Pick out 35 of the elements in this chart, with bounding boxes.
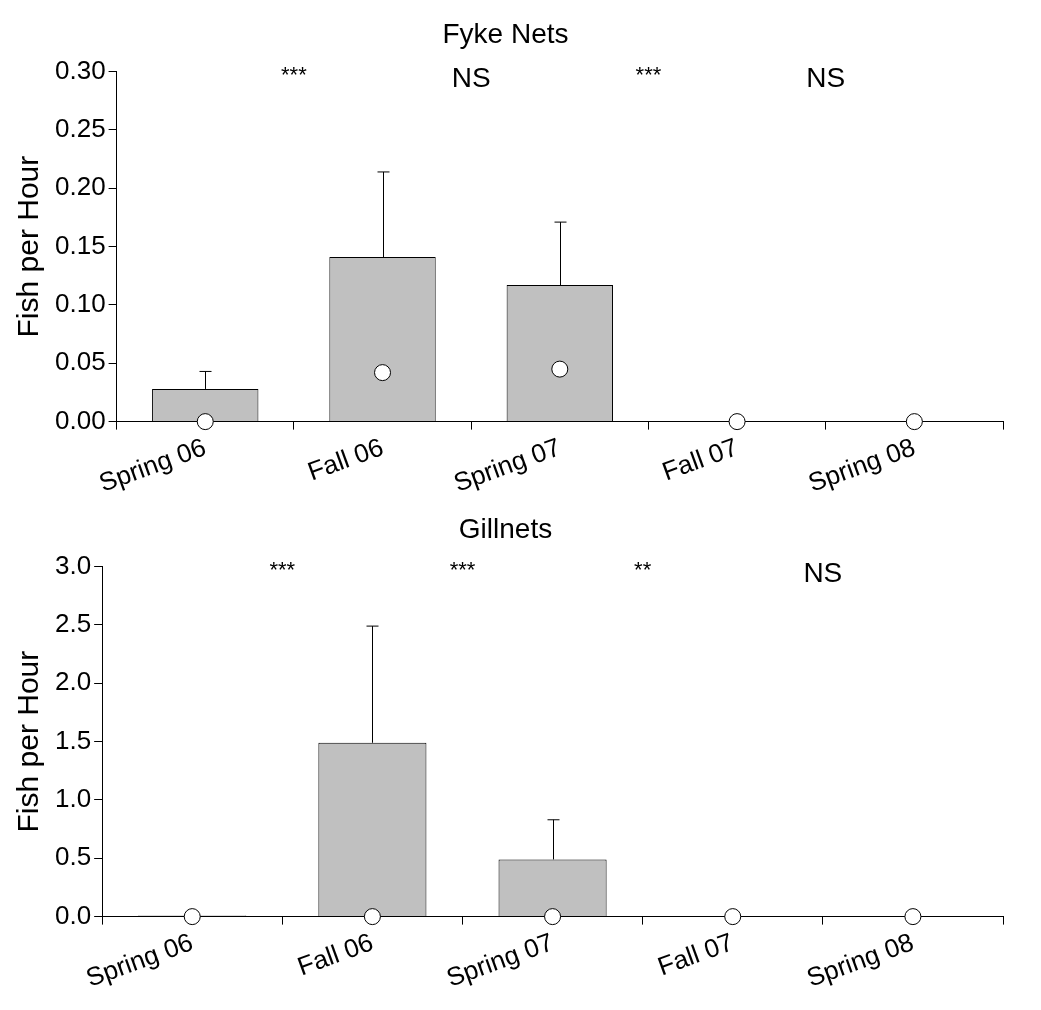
y-axis-title: Fish per Hour	[11, 650, 45, 833]
y-tick-label: 3.0	[54, 549, 92, 580]
annotation: ***	[281, 61, 308, 87]
x-tick-label: Spring 07	[449, 431, 565, 498]
annotation: ***	[635, 61, 662, 87]
y-tick-label: 2.5	[54, 608, 92, 639]
point	[374, 364, 392, 382]
y-tick-label: 0.15	[54, 229, 106, 260]
point	[551, 360, 569, 378]
x-tick-label: Spring 08	[804, 431, 919, 498]
chart-title: Fyke Nets	[442, 17, 569, 49]
y-tick-label: 0.05	[54, 346, 106, 377]
annotation: NS	[806, 62, 846, 94]
x-tick-label: Fall 07	[657, 431, 742, 487]
y-tick-label: 0.25	[54, 113, 106, 144]
y-tick-label: 0.30	[54, 54, 106, 85]
y-tick-label: 2.0	[54, 666, 92, 697]
annotation: **	[634, 556, 652, 582]
chart-title: Gillnets	[458, 512, 553, 544]
y-tick-label: 1.0	[54, 783, 92, 814]
annotation: NS	[451, 62, 491, 94]
y-axis-title: Fish per Hour	[11, 155, 45, 338]
annotation: NS	[803, 557, 843, 589]
y-tick-label: 1.5	[54, 724, 92, 755]
x-tick-label: Spring 07	[442, 926, 558, 993]
y-tick-label: 0.10	[54, 288, 106, 319]
x-tick-label: Fall 06	[293, 926, 377, 982]
x-tick-label: Fall 07	[653, 926, 738, 982]
x-tick-label: Spring 08	[802, 926, 918, 993]
annotation: ***	[269, 556, 296, 582]
annotation: ***	[449, 556, 476, 582]
y-tick-label: 0.5	[54, 841, 92, 872]
y-tick-label: 0.20	[54, 171, 106, 202]
x-tick-label: Fall 06	[303, 431, 388, 487]
point	[196, 413, 214, 431]
